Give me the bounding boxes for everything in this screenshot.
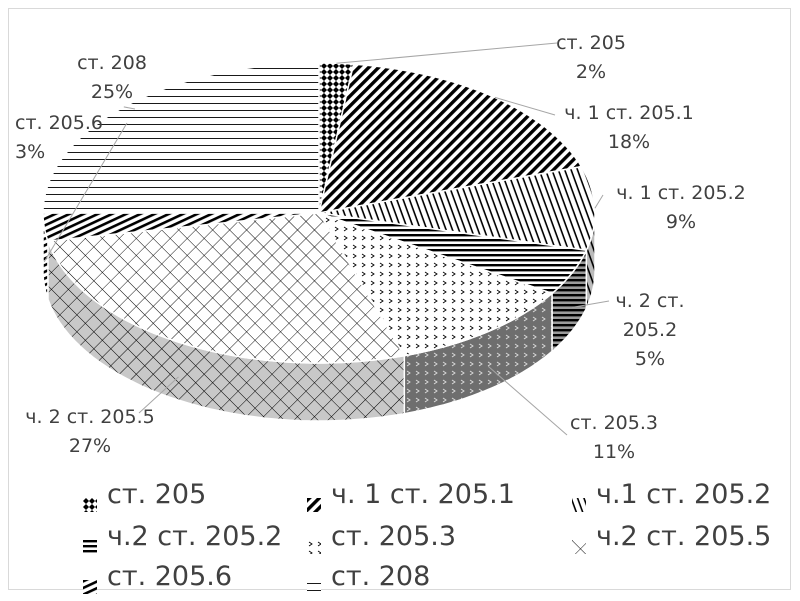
legend-label: ст. 205 [107,479,207,510]
legend-swatch-fill [307,539,321,554]
legend-label: ч.1 ст. 205.2 [596,479,772,510]
data-label-value: 5% [634,348,666,370]
slice-ch2-st205-2 [318,212,588,295]
legend-entry-st205-3: ст. 205.3 [307,521,457,554]
leader-line-slice-st208 [123,106,136,110]
pie-slices [42,62,596,364]
legend-entry-st208: ст. 208 [307,561,431,594]
data-label-name: ст. 205.3 [570,412,658,434]
legend-label: ст. 208 [331,561,431,592]
data-label-name: ч. 1 ст. 205.2 [616,182,746,204]
data-label-value: 2% [575,61,607,83]
leader-lines [43,42,610,436]
leader-line-slice-ch1-st205-2 [594,194,604,209]
legend-entry-st205: ст. 205 [83,479,207,512]
data-label-name: ч. 2 ст. 205.5 [25,406,155,428]
data-label-name: ст. 205 [556,32,626,54]
leader-line-slice-ch2-st205-2 [572,300,610,308]
data-label-value: 3% [15,141,46,163]
data-label-ch2-st205-2: ч. 2 ст. 205.2 5% [605,287,695,374]
legend-swatch-fill [572,497,586,512]
legend-swatch-fill [307,497,321,512]
data-label-name: ст. 205.6 [15,112,103,134]
legend-swatch [307,570,321,594]
leader-line-slice-st205-6 [43,122,128,263]
data-label-value: 9% [665,211,697,233]
data-label-name: ст. 208 [77,52,147,74]
data-label-value: 11% [592,441,636,463]
legend-swatch [83,488,97,512]
leader-line-slice-st205 [336,42,558,64]
data-label-value: 18% [607,131,651,153]
legend-swatch [307,488,321,512]
legend-entry-ch2-st205-2: ч.2 ст. 205.2 [83,521,283,554]
legend-swatch-fill [307,579,321,594]
data-label-value: 27% [68,435,112,457]
legend-swatch [307,530,321,554]
data-label-name: ч. 1 ст. 205.1 [564,102,694,124]
leader-line-slice-ch2-st205-5 [138,376,179,414]
data-label-value: 25% [90,81,134,103]
leader-line-slice-ch1-st205-1 [494,96,556,116]
legend-label: ч.2 ст. 205.5 [596,521,772,552]
legend-swatch [83,530,97,554]
legend-entry-ch1-st205-2: ч.1 ст. 205.2 [572,479,772,512]
chart-frame: ст. 205 2% ч. 1 ст. 205.1 18% ч. 1 ст. 2… [8,8,791,594]
legend-swatch [572,488,586,512]
legend-swatch-fill [83,497,97,512]
legend-swatch-fill [83,539,97,554]
legend-entry-ch2-st205-5: ч.2 ст. 205.5 [572,521,772,554]
data-label-name-2: 205.2 [622,319,678,341]
legend-entry-st205-6: ст. 205.6 [83,561,233,594]
data-label-ch1-st205-1: ч. 1 ст. 205.1 18% [549,99,709,157]
data-label-st205: ст. 205 2% [551,29,631,87]
data-label-ch2-st205-5: ч. 2 ст. 205.5 27% [15,403,165,461]
data-label-st205-6: ст. 205.6 3% [15,109,125,167]
pie-chart [42,42,610,436]
data-label-name: ч. 2 ст. [615,290,685,312]
legend-label: ч.2 ст. 205.2 [107,521,283,552]
legend-swatch-fill [83,579,97,594]
slice-ch1-st205-2 [318,165,596,252]
slice-ch2-st205-5 [46,212,406,364]
data-label-st205-3: ст. 205.3 11% [564,409,664,467]
legend-swatch-fill [572,539,586,554]
data-label-ch1-st205-2: ч. 1 ст. 205.2 9% [601,179,761,237]
leader-line-slice-st205-3 [487,365,568,436]
legend-swatch [83,570,97,594]
legend-label: ч. 1 ст. 205.1 [331,479,515,510]
data-label-st208: ст. 208 25% [67,49,157,107]
slice-st205-3 [317,211,554,357]
legend-swatch [572,530,586,554]
legend-label: ст. 205.3 [331,521,457,552]
legend-entry-ch1-st205-1: ч. 1 ст. 205.1 [307,479,515,512]
slice-st205-6 [42,212,320,242]
legend-label: ст. 205.6 [107,561,233,592]
